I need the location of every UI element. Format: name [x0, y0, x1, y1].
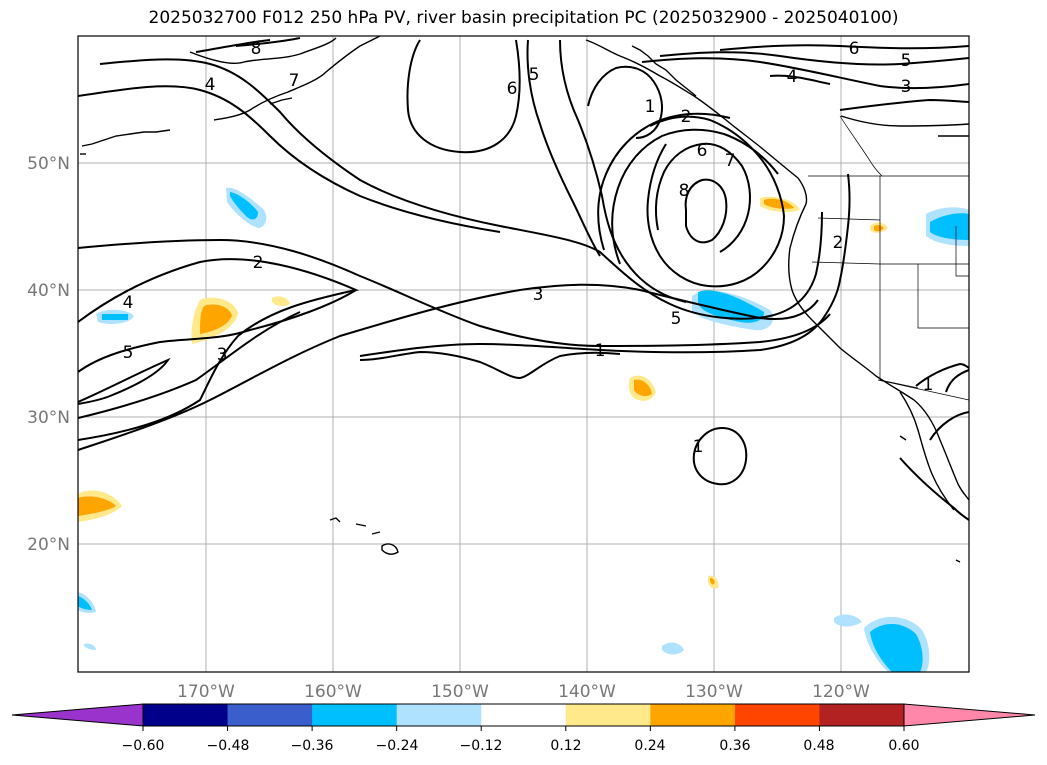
contour-label: 3: [901, 77, 912, 97]
latitude-labels: 50°N 40°N 30°N 20°N: [27, 154, 70, 555]
contour-label: 1: [923, 375, 934, 395]
lat-label: 50°N: [27, 154, 70, 174]
lat-label: 40°N: [27, 281, 70, 301]
contour-label: 6: [849, 39, 860, 59]
coastlines: [80, 36, 969, 563]
colorbar-tick-label: −0.36: [291, 738, 334, 754]
colorbar-segment: [227, 704, 313, 726]
longitude-labels: 170°W 160°W 150°W 140°W 130°W 120°W: [177, 682, 870, 702]
colorbar-tick-label: −0.60: [122, 738, 165, 754]
colorbar-extend-high: [904, 704, 1035, 726]
contour-label: 5: [671, 309, 682, 329]
colorbar-tick-label: 0.60: [888, 738, 919, 754]
lon-label: 120°W: [812, 682, 870, 702]
contour-label: 7: [289, 71, 300, 91]
colorbar-tick-label: −0.48: [207, 738, 250, 754]
colorbar: −0.60 −0.48 −0.36 −0.24 −0.12 0.12 0.24 …: [11, 703, 1036, 754]
contour-label: 1: [693, 437, 704, 457]
lon-label: 150°W: [431, 682, 489, 702]
contour-labels: 8 7 4 6 5 1 2 6 7 8 6 5 4 3 2 3 5 1 4 5 …: [123, 39, 934, 457]
contour-label: 4: [123, 293, 134, 313]
colorbar-tick-label: 0.36: [719, 738, 750, 754]
contour-label: 5: [123, 343, 134, 363]
contour-label: 5: [901, 51, 912, 71]
colorbar-tick-label: 0.48: [803, 738, 834, 754]
colorbar-segment: [650, 704, 736, 726]
contour-label: 6: [507, 79, 518, 99]
lon-label: 140°W: [558, 682, 616, 702]
precipitation-patches: [78, 187, 969, 672]
colorbar-tick-label: −0.12: [460, 738, 503, 754]
colorbar-segment: [481, 704, 567, 726]
map-title: 2025032700 F012 250 hPa PV, river basin …: [148, 8, 899, 28]
colorbar-segment: [565, 704, 651, 726]
contour-label: 6: [697, 141, 708, 161]
colorbar-segments: [12, 704, 1035, 726]
colorbar-tick-label: −0.24: [376, 738, 419, 754]
contour-label: 2: [253, 253, 264, 273]
colorbar-tick-labels: −0.60 −0.48 −0.36 −0.24 −0.12 0.12 0.24 …: [122, 738, 920, 754]
lon-label: 160°W: [304, 682, 362, 702]
contour-label: 1: [645, 97, 656, 117]
colorbar-segment: [819, 704, 905, 726]
contour-label: 7: [725, 151, 736, 171]
contour-label: 1: [595, 341, 606, 361]
colorbar-tick-label: 0.12: [550, 738, 581, 754]
contour-label: 8: [679, 181, 690, 201]
contour-label: 2: [833, 233, 844, 253]
lon-label: 130°W: [685, 682, 743, 702]
contour-label: 8: [251, 39, 262, 59]
contour-label: 3: [217, 345, 228, 365]
gridlines: [78, 36, 969, 672]
contour-label: 4: [787, 67, 798, 87]
contour-label: 3: [533, 285, 544, 305]
colorbar-segment: [396, 704, 482, 726]
contour-label: 2: [681, 107, 692, 127]
contour-label: 5: [529, 65, 540, 85]
lat-label: 30°N: [27, 408, 70, 428]
colorbar-tick-label: 0.24: [634, 738, 665, 754]
contour-label: 4: [205, 75, 216, 95]
colorbar-segment: [312, 704, 398, 726]
map-area: [78, 36, 969, 672]
lat-label: 20°N: [27, 535, 70, 555]
lon-label: 170°W: [177, 682, 235, 702]
state-boundaries: [808, 115, 969, 401]
map-frame: [77, 35, 970, 673]
colorbar-segment: [734, 704, 820, 726]
colorbar-segment: [143, 704, 229, 726]
colorbar-extend-low: [12, 704, 143, 726]
pv-contours: [78, 37, 969, 521]
